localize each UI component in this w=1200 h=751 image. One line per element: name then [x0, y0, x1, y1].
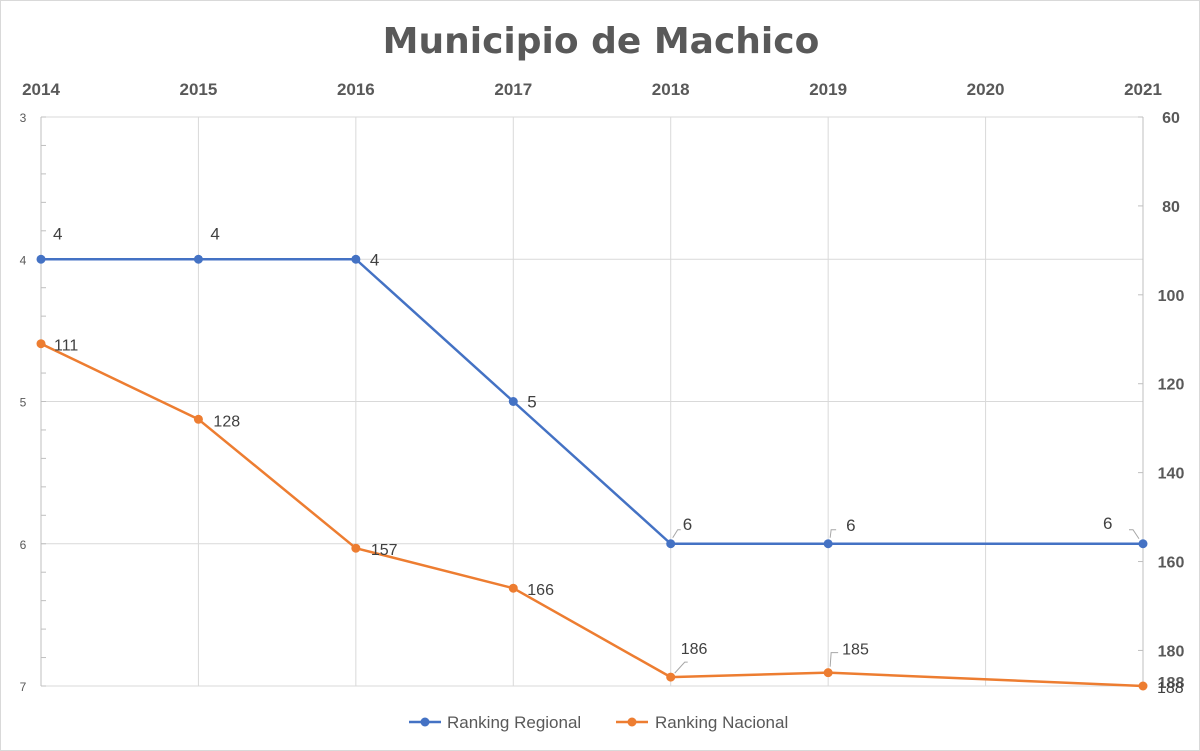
data-point	[823, 668, 833, 678]
y-right-tick-label: 140	[1158, 466, 1185, 483]
data-point	[351, 254, 361, 264]
data-point	[193, 254, 203, 264]
data-label: 4	[53, 224, 62, 243]
data-label: 157	[371, 542, 398, 559]
y-right-tick-label: 180	[1158, 643, 1185, 660]
data-point	[666, 672, 676, 682]
y-right-tick-label: 100	[1158, 288, 1185, 305]
chart-title: Municipio de Machico	[383, 21, 820, 62]
x-tick-label: 2017	[494, 80, 532, 99]
data-point	[36, 254, 46, 264]
data-label: 186	[681, 641, 708, 658]
data-label: 185	[842, 642, 869, 659]
data-point	[36, 339, 46, 349]
legend-marker-ranking-nacional	[627, 717, 637, 727]
data-label-leader	[674, 661, 688, 674]
data-label-leader	[829, 529, 837, 538]
grid-layer	[40, 116, 1144, 687]
data-label: 4	[370, 250, 379, 269]
data-point	[508, 583, 518, 593]
data-label: 111	[54, 338, 78, 355]
data-label-leader	[829, 652, 839, 667]
data-label: 188	[1157, 680, 1184, 697]
x-tick-label: 2018	[652, 80, 690, 99]
legend: Ranking Regional Ranking Nacional	[409, 713, 788, 732]
x-tick-label: 2021	[1124, 80, 1162, 99]
legend-label-ranking-nacional: Ranking Nacional	[655, 713, 788, 732]
y-left-tick-label: 5	[20, 396, 27, 410]
data-point	[508, 397, 518, 406]
y-left-tick-label: 7	[20, 680, 27, 694]
x-tick-label: 2019	[809, 80, 847, 99]
y-right-tick-label: 120	[1158, 377, 1185, 394]
data-label: 4	[210, 224, 219, 243]
series-line-ranking-nacional	[40, 342, 1144, 688]
data-point	[351, 543, 361, 553]
data-label: 6	[683, 515, 692, 534]
data-point	[666, 539, 676, 549]
data-label-leader	[672, 529, 681, 539]
data-label: 6	[1103, 514, 1112, 533]
y-right-tick-label: 60	[1162, 110, 1180, 127]
data-label: 6	[846, 516, 855, 535]
data-label-leader	[1129, 529, 1140, 540]
x-tick-label: 2016	[337, 80, 375, 99]
data-point	[1138, 681, 1148, 691]
labels-layer: 4 4 4 5 6 6 6 111 128 157 166 186 185 188	[53, 224, 1184, 697]
x-tick-label: 2020	[967, 80, 1005, 99]
y-left-tick-label: 6	[20, 538, 27, 552]
y-right-tick-label: 188	[1158, 675, 1185, 692]
legend-marker-ranking-regional	[420, 717, 430, 727]
y-left-tick-label: 3	[20, 111, 27, 125]
data-point	[823, 539, 833, 549]
data-point	[1138, 539, 1148, 549]
y-left-tick-label: 4	[20, 253, 27, 267]
data-label: 166	[527, 582, 554, 599]
series-layer	[36, 254, 1148, 691]
data-label: 128	[213, 413, 240, 430]
y-right-tick-label: 80	[1162, 199, 1180, 216]
data-label: 5	[527, 393, 536, 412]
axes-layer: 3 4 5 6 7 60 80 100 120 140 160 180 188 2014 2015 2016 2…	[20, 80, 1185, 694]
y-right-tick-label: 160	[1158, 555, 1185, 572]
x-tick-label: 2014	[22, 80, 60, 99]
legend-label-ranking-regional: Ranking Regional	[447, 713, 581, 732]
x-tick-label: 2015	[180, 80, 218, 99]
data-point	[193, 414, 203, 424]
